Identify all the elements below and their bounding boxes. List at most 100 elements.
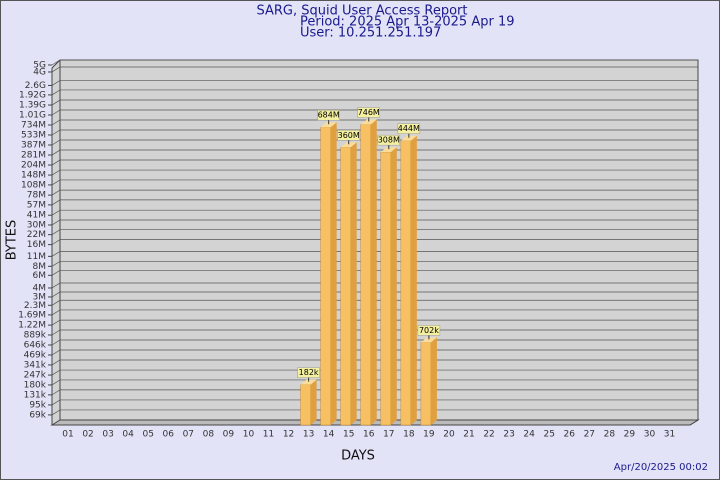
grid-line bbox=[51, 329, 698, 336]
x-tick-label: 29 bbox=[624, 430, 636, 440]
grid-line bbox=[51, 179, 698, 186]
x-tick-label: 18 bbox=[403, 430, 415, 440]
bar-top bbox=[340, 142, 357, 148]
x-tick-label: 02 bbox=[82, 430, 93, 440]
x-tick-label: 28 bbox=[604, 430, 616, 440]
x-tick-label: 06 bbox=[163, 430, 175, 440]
bar-top bbox=[300, 379, 317, 385]
grid-line bbox=[51, 250, 698, 257]
x-tick-label: 12 bbox=[283, 430, 294, 440]
bar-side bbox=[330, 122, 337, 426]
y-tick-label: 148M bbox=[21, 171, 46, 181]
x-tick-label: 10 bbox=[243, 430, 255, 440]
y-tick-label: 16M bbox=[27, 240, 46, 250]
x-tick-label: 03 bbox=[102, 430, 113, 440]
y-tick-label: 22M bbox=[27, 230, 46, 240]
grid-line bbox=[51, 66, 698, 73]
y-tick-label: 78M bbox=[27, 191, 46, 201]
x-tick-label: 05 bbox=[142, 430, 153, 440]
y-tick-label: 11M bbox=[27, 252, 46, 262]
bar-side bbox=[310, 379, 317, 425]
bar-side bbox=[350, 142, 357, 425]
x-axis-label: DAYS bbox=[341, 449, 375, 464]
y-tick-label: 387M bbox=[21, 141, 46, 151]
y-tick-label: 1.22M bbox=[18, 321, 46, 331]
grid-line bbox=[51, 89, 698, 96]
value-label: 360M bbox=[338, 131, 360, 140]
value-label: 702k bbox=[419, 326, 439, 335]
grid-line bbox=[51, 139, 698, 146]
grid-line bbox=[51, 109, 698, 116]
x-tick-label: 13 bbox=[303, 430, 314, 440]
y-tick-label: 69k bbox=[29, 410, 46, 420]
y-tick-label: 341k bbox=[24, 360, 47, 370]
value-label: 182k bbox=[299, 368, 319, 377]
grid-line bbox=[51, 80, 698, 86]
y-tick-label: 30M bbox=[27, 220, 46, 230]
x-tick-label: 08 bbox=[203, 430, 215, 440]
bar-side bbox=[390, 147, 397, 425]
x-tick-label: 04 bbox=[122, 430, 134, 440]
y-tick-label: 8M bbox=[33, 262, 47, 272]
bar-side bbox=[370, 119, 377, 425]
y-tick-label: 108M bbox=[21, 180, 46, 190]
chart-subtitle: User: 10.251.251.197 bbox=[300, 26, 441, 41]
grid-line bbox=[51, 282, 698, 289]
y-tick-label: 6M bbox=[33, 271, 47, 281]
x-tick-label: 19 bbox=[423, 430, 435, 440]
x-tick-label: 27 bbox=[584, 430, 595, 440]
value-label: 684M bbox=[318, 111, 340, 120]
grid-line bbox=[51, 399, 698, 406]
y-tick-label: 247k bbox=[24, 371, 47, 381]
grid-line bbox=[51, 229, 698, 235]
x-tick-label: 11 bbox=[263, 430, 274, 440]
grid-line bbox=[51, 239, 698, 245]
chart-title: SARG, Squid User Access Report bbox=[257, 4, 468, 19]
bar bbox=[360, 124, 371, 426]
y-axis-label: BYTES bbox=[5, 220, 20, 261]
y-tick-label: 4M bbox=[33, 283, 47, 293]
grid-line bbox=[51, 219, 698, 226]
bar-top bbox=[380, 147, 397, 153]
x-tick-label: 07 bbox=[183, 430, 194, 440]
x-tick-label: 31 bbox=[664, 430, 675, 440]
y-tick-label: 41M bbox=[27, 211, 46, 221]
grid-line bbox=[51, 349, 698, 356]
grid-line bbox=[51, 129, 698, 136]
footer: Apr/20/2025 00:02 bbox=[614, 462, 708, 473]
bar bbox=[380, 151, 392, 426]
x-tick-label: 23 bbox=[503, 430, 514, 440]
grid-line bbox=[51, 119, 698, 126]
grid-line bbox=[51, 169, 698, 176]
bar-top bbox=[360, 119, 377, 125]
y-tick-label: 95k bbox=[29, 400, 46, 410]
y-tick-label: 1.39G bbox=[19, 101, 46, 111]
y-tick-label: 180k bbox=[24, 380, 47, 390]
y-tick-label: 469k bbox=[24, 351, 47, 361]
grid-line bbox=[51, 379, 698, 386]
bar bbox=[400, 140, 412, 426]
bar bbox=[340, 147, 351, 426]
y-tick-label: 1.01G bbox=[19, 111, 46, 121]
value-label: 444M bbox=[398, 124, 420, 133]
x-tick-label: 09 bbox=[223, 430, 235, 440]
y-tick-label: 2.3M bbox=[24, 301, 46, 311]
y-tick-label: 646k bbox=[24, 340, 47, 350]
grid-line bbox=[51, 209, 698, 216]
grid-line bbox=[51, 159, 698, 166]
grid-line bbox=[51, 269, 698, 276]
grid-line bbox=[51, 319, 698, 326]
bar-top bbox=[320, 122, 337, 128]
chart-subtitle: Period: 2025 Apr 13-2025 Apr 19 bbox=[300, 15, 515, 30]
y-tick-label: 1.69M bbox=[18, 310, 46, 320]
bar bbox=[320, 126, 331, 426]
grid-line bbox=[51, 291, 698, 298]
x-tick-label: 30 bbox=[644, 430, 656, 440]
floor bbox=[50, 419, 700, 426]
grid-line bbox=[51, 299, 698, 306]
y-tick-label: 2.6G bbox=[25, 81, 46, 91]
x-tick-label: 17 bbox=[383, 430, 394, 440]
x-tick-label: 01 bbox=[62, 430, 73, 440]
y-tick-label: 3M bbox=[33, 292, 47, 302]
